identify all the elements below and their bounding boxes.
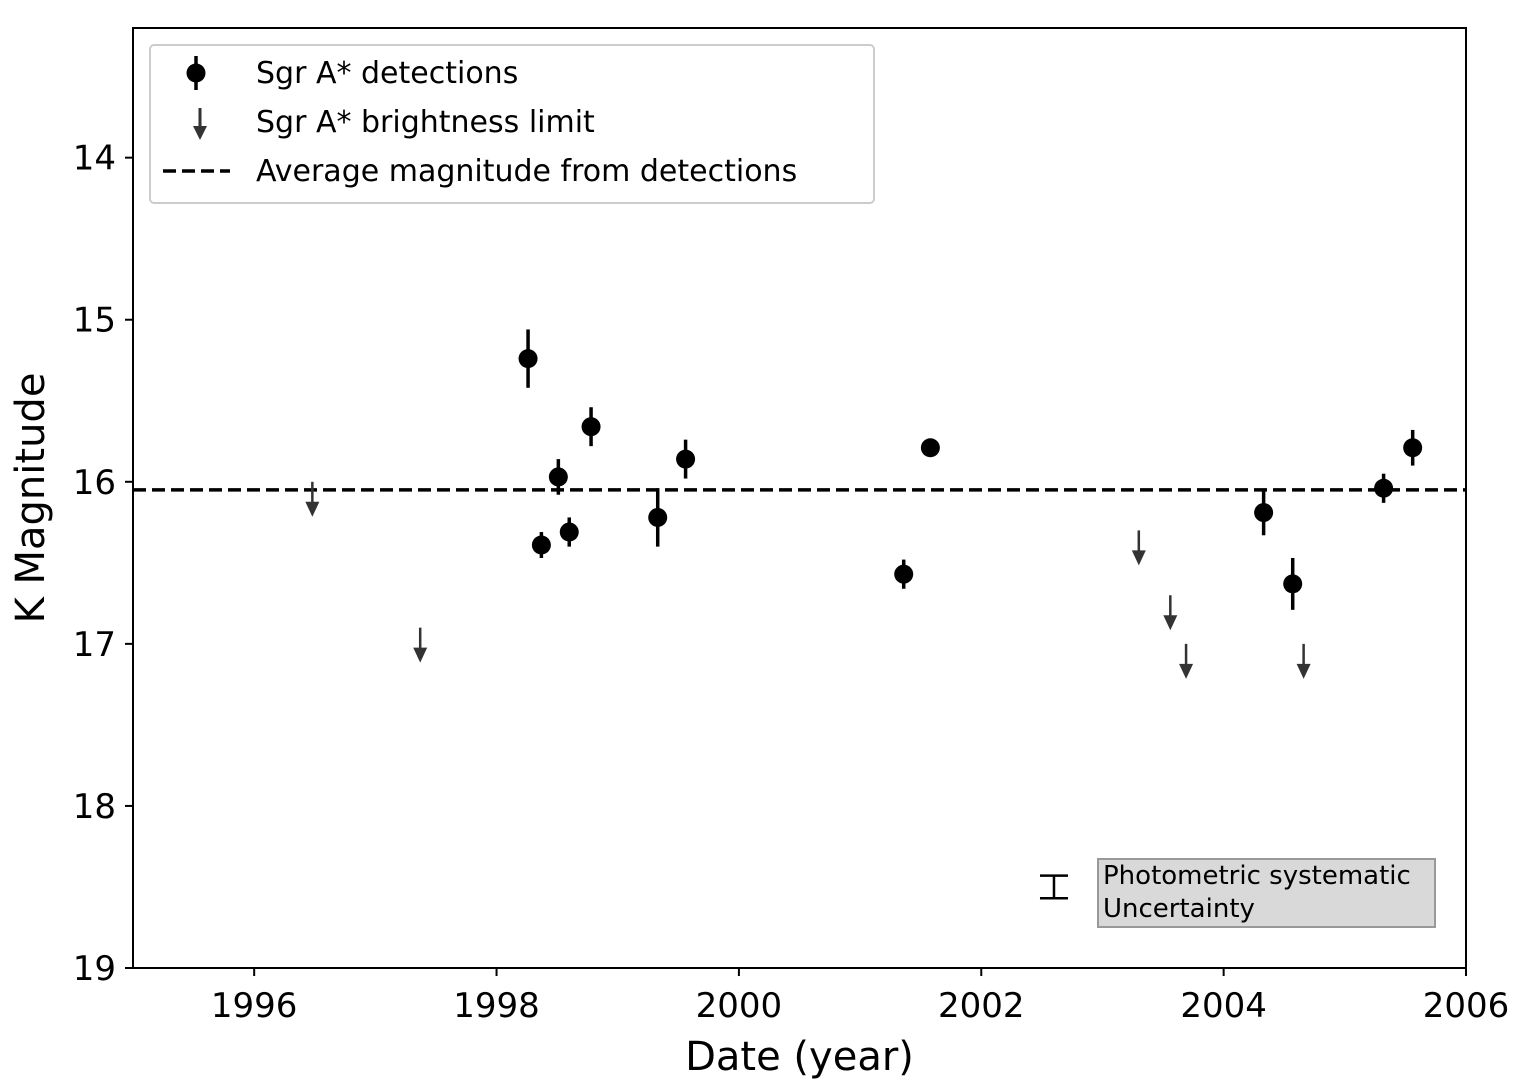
uncertainty-label-line-2: Uncertainty [1103, 894, 1255, 924]
y-tick-label: 15 [73, 301, 116, 341]
limit-arrow-head [413, 647, 428, 663]
detection-point [1403, 438, 1423, 458]
limit-arrow-head [1163, 615, 1178, 631]
detection-point [676, 449, 696, 469]
brightness-limit-arrow [413, 627, 428, 663]
brightness-limit-arrow [1296, 643, 1311, 679]
legend-frame [149, 44, 875, 204]
x-tick-label: 1996 [211, 986, 298, 1026]
limit-arrow-head [305, 501, 320, 517]
brightness-limit-arrow [1163, 595, 1178, 631]
limit-arrow-head [1296, 663, 1311, 679]
x-tick-label: 2004 [1180, 986, 1267, 1026]
y-tick-label: 18 [73, 787, 116, 827]
detection-point [518, 349, 538, 369]
brightness-limit-arrow [305, 481, 320, 517]
detection-point [1283, 574, 1303, 594]
legend-label-average: Average magnitude from detections [256, 154, 797, 189]
legend-detection-marker [186, 63, 206, 83]
uncertainty-label-box [1097, 858, 1436, 928]
detection-point [1254, 503, 1274, 523]
y-tick-label: 17 [73, 625, 116, 665]
detection-point [648, 507, 668, 527]
x-tick-label: 2002 [938, 986, 1025, 1026]
data-layer [305, 329, 1423, 679]
x-tick-label: 1998 [453, 986, 540, 1026]
brightness-limit-arrow [1179, 643, 1194, 679]
x-tick-label: 2000 [696, 986, 783, 1026]
y-tick-label: 19 [73, 949, 116, 989]
detection-point [581, 417, 601, 437]
detection-point [920, 438, 940, 458]
uncertainty-label-line-1: Photometric systematic [1103, 861, 1411, 891]
limit-arrow-head [1131, 550, 1146, 566]
detection-point [894, 564, 914, 584]
y-tick-label: 16 [73, 463, 116, 503]
plot-frame [132, 27, 1467, 969]
detection-point [531, 535, 551, 555]
brightness-limit-arrow [1131, 530, 1146, 566]
limit-arrow-head [1179, 663, 1194, 679]
legend-label-limit: Sgr A* brightness limit [256, 105, 595, 140]
x-tick-label: 2006 [1423, 986, 1510, 1026]
legend: Sgr A* detections Sgr A* brightness limit… [149, 44, 875, 204]
legend-label-detections: Sgr A* detections [256, 56, 518, 91]
y-tick-label: 14 [73, 139, 116, 179]
legend-limit-arrow-icon [193, 126, 207, 140]
y-axis-title: K Magnitude [8, 373, 54, 624]
axes-layer: 1996 1998 2000 2002 2004 2006 14 15 16 17 18 19 [73, 139, 1510, 1026]
detection-point [548, 467, 568, 487]
detection-point [1374, 478, 1394, 498]
detection-point [559, 522, 579, 542]
x-axis-title: Date (year) [685, 1034, 914, 1080]
